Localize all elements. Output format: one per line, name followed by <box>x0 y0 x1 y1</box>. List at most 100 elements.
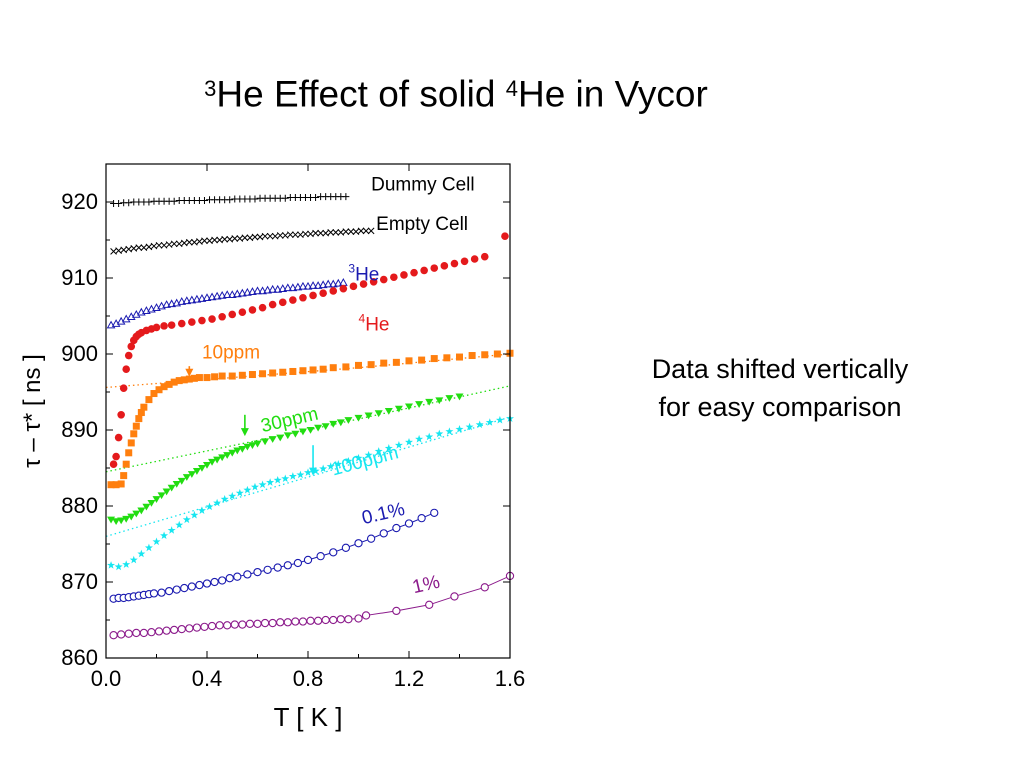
data-point-4he <box>160 322 168 330</box>
data-point-4he <box>218 312 226 321</box>
data-point-100ppm <box>281 474 290 483</box>
data-point-4he <box>167 321 176 329</box>
data-point-10ppm <box>140 403 148 411</box>
data-point-10ppm <box>342 363 350 371</box>
data-point-0-1- <box>164 586 174 596</box>
data-point-30ppm <box>435 397 444 405</box>
data-point-0-1- <box>366 534 376 543</box>
data-point-empty-cell <box>261 232 269 240</box>
data-point-empty-cell <box>155 241 163 249</box>
data-point-10ppm <box>132 422 140 430</box>
arrow-head-100ppm <box>309 467 318 476</box>
data-point-10ppm <box>392 358 400 366</box>
data-point-100ppm <box>495 415 504 424</box>
data-point-3he <box>293 282 303 291</box>
data-point-dummy-cell <box>145 198 153 206</box>
data-point-30ppm <box>243 443 252 451</box>
data-point-1- <box>245 619 255 628</box>
data-point-100ppm <box>288 472 297 480</box>
data-point-3he <box>187 295 197 304</box>
data-point-100ppm <box>243 485 252 494</box>
data-point-3he <box>318 280 328 289</box>
data-point-30ppm <box>306 427 315 434</box>
data-point-3he <box>298 281 308 290</box>
data-point-10ppm <box>122 460 130 468</box>
data-point-30ppm <box>321 423 330 430</box>
data-point-30ppm <box>157 492 166 500</box>
series-label-dummy-cell: Dummy Cell <box>371 175 474 196</box>
data-point-10ppm <box>185 375 193 383</box>
x-tick-label: 0.8 <box>293 666 324 691</box>
data-point-dummy-cell <box>312 193 320 201</box>
data-point-4he <box>258 303 267 312</box>
data-point-30ppm <box>354 414 363 422</box>
data-point-30ppm <box>268 436 277 443</box>
data-point-0-1- <box>273 563 282 572</box>
data-point-4he <box>124 351 133 360</box>
data-point-100ppm <box>415 434 424 443</box>
data-point-3he <box>197 293 207 302</box>
data-point-3he <box>288 283 298 292</box>
data-point-30ppm <box>167 484 176 492</box>
data-point-1- <box>480 583 489 592</box>
data-point-30ppm <box>253 440 262 448</box>
data-point-3he <box>313 281 323 289</box>
data-point-1- <box>425 600 434 609</box>
series-label-1-: 1% <box>410 572 442 599</box>
data-point-10ppm <box>259 370 267 378</box>
data-point-30ppm <box>374 410 383 418</box>
data-point-100ppm <box>425 432 434 441</box>
y-axis-label: τ – τ* [ ns ] <box>19 354 46 468</box>
data-point-30ppm <box>238 446 247 453</box>
data-point-3he <box>273 284 283 293</box>
data-point-100ppm <box>167 526 176 534</box>
data-point-100ppm <box>220 494 229 503</box>
data-point-30ppm <box>248 442 257 449</box>
series-line-0-1- <box>113 512 435 600</box>
data-point-10ppm <box>481 351 489 359</box>
data-point-10ppm <box>120 472 128 480</box>
data-point-0-1- <box>341 543 351 552</box>
data-point-10ppm <box>269 369 277 377</box>
data-point-100ppm <box>435 429 444 438</box>
data-point-0-1- <box>210 577 219 587</box>
data-point-3he <box>328 279 338 288</box>
data-point-0-1- <box>195 580 204 590</box>
data-point-10ppm <box>175 377 183 385</box>
data-point-30ppm <box>203 461 211 469</box>
x-tick-label: 0.4 <box>192 666 223 691</box>
data-point-1- <box>185 624 194 633</box>
data-point-10ppm <box>309 366 317 374</box>
series-label-3he: 3He <box>348 261 379 285</box>
data-point-4he <box>470 255 479 263</box>
data-point-4he <box>410 268 418 277</box>
data-point-empty-cell <box>201 237 208 245</box>
data-point-100ppm <box>334 460 343 468</box>
data-point-1- <box>260 618 270 628</box>
data-point-100ppm <box>394 441 403 449</box>
data-point-10ppm <box>165 380 173 388</box>
data-point-4he <box>198 316 206 325</box>
data-point-3he <box>333 278 343 287</box>
data-point-3he <box>323 279 333 288</box>
data-point-10ppm <box>155 386 163 394</box>
data-point-10ppm <box>112 481 120 489</box>
data-point-0-1- <box>354 539 363 548</box>
data-point-30ppm <box>425 398 434 406</box>
data-point-30ppm <box>177 477 186 485</box>
data-point-0-1- <box>149 589 159 598</box>
fit-line-100ppm <box>105 416 511 538</box>
data-point-30ppm <box>223 452 232 459</box>
data-point-10ppm <box>443 354 451 362</box>
data-points <box>106 193 515 640</box>
data-point-4he <box>450 259 459 268</box>
data-point-empty-cell <box>211 236 218 244</box>
title-part-2: He in Vycor <box>517 73 708 115</box>
data-point-10ppm <box>248 371 256 379</box>
data-point-100ppm <box>273 475 282 484</box>
data-point-100ppm <box>374 447 383 455</box>
data-point-10ppm <box>137 409 145 417</box>
data-point-3he <box>147 304 156 313</box>
data-point-100ppm <box>228 491 237 500</box>
